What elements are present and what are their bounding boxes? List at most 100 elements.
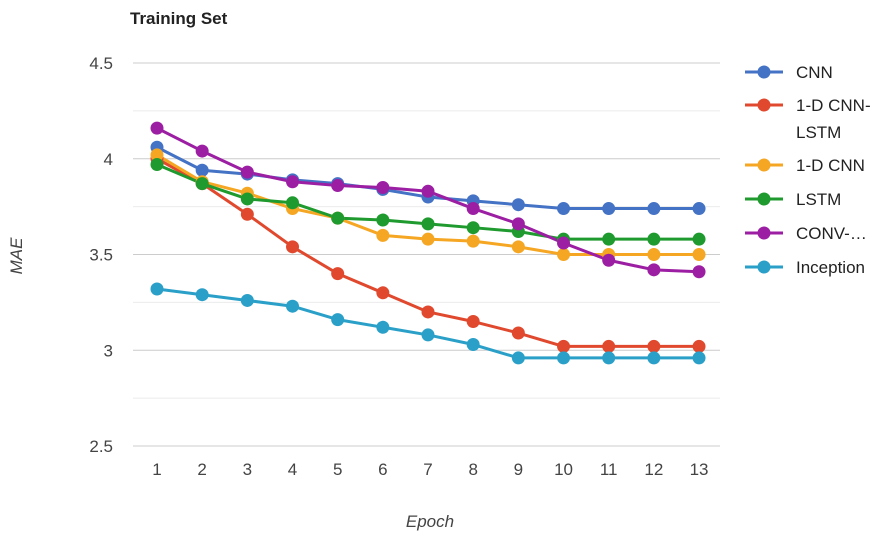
data-point <box>647 263 661 277</box>
legend-marker <box>757 226 771 240</box>
x-tick-label: 8 <box>468 460 477 479</box>
data-point <box>286 240 300 254</box>
data-point <box>150 148 164 162</box>
data-point <box>511 217 525 231</box>
data-point <box>240 165 254 179</box>
data-point <box>511 326 525 340</box>
y-tick-label: 3 <box>104 341 113 360</box>
data-point <box>557 339 571 353</box>
x-tick-label: 4 <box>288 460 297 479</box>
data-point <box>557 236 571 250</box>
data-point <box>692 265 706 279</box>
x-tick-label: 13 <box>690 460 709 479</box>
data-point <box>647 248 661 261</box>
data-point <box>240 192 254 206</box>
series-points <box>150 121 706 365</box>
gridlines <box>133 62 720 447</box>
data-point <box>331 313 345 327</box>
data-point <box>602 253 616 267</box>
data-point <box>240 293 254 307</box>
legend-label: LSTM <box>796 123 841 142</box>
data-point <box>421 305 435 319</box>
x-tick-label: 12 <box>644 460 663 479</box>
legend-label: 1-D CNN <box>796 156 865 175</box>
data-point <box>466 338 480 352</box>
data-point <box>240 207 254 221</box>
data-point <box>692 202 706 216</box>
data-point <box>466 221 480 235</box>
x-tick-label: 6 <box>378 460 387 479</box>
y-tick-label: 2.5 <box>89 437 113 456</box>
data-point <box>557 248 571 261</box>
x-tick-label: 2 <box>197 460 206 479</box>
legend: CNN 1-D CNN- LSTM 1-D CNN LSTM CONV-… Inceptio… <box>745 63 871 277</box>
data-point <box>376 320 390 334</box>
y-tick-label: 4 <box>104 150 113 169</box>
legend-label: Inception <box>796 258 865 277</box>
x-tick-label: 1 <box>152 460 161 479</box>
data-point <box>692 339 706 353</box>
data-point <box>331 267 345 281</box>
data-point <box>150 157 164 171</box>
y-tick-label: 3.5 <box>89 246 113 265</box>
data-point <box>692 351 706 365</box>
data-point <box>376 286 390 300</box>
data-point <box>647 351 661 365</box>
x-tick-label: 7 <box>423 460 432 479</box>
data-point <box>602 232 616 246</box>
data-point <box>647 232 661 246</box>
x-tick-label: 3 <box>243 460 252 479</box>
y-axis-ticks: 2.5 3 3.5 4 4.5 <box>89 54 113 456</box>
data-point <box>647 339 661 353</box>
data-point <box>692 232 706 246</box>
legend-label: CONV-… <box>796 224 867 243</box>
data-point <box>466 202 480 216</box>
chart-title: Training Set <box>130 9 228 28</box>
data-point <box>602 202 616 216</box>
y-axis-label: MAE <box>7 237 26 275</box>
data-point <box>692 248 706 261</box>
data-point <box>421 328 435 342</box>
data-point <box>195 144 209 158</box>
data-point <box>286 196 300 210</box>
legend-marker <box>757 260 771 274</box>
legend-label: 1-D CNN- <box>796 96 871 115</box>
legend-marker <box>757 98 771 112</box>
legend-marker <box>757 65 771 79</box>
data-point <box>150 121 164 135</box>
x-tick-label: 10 <box>554 460 573 479</box>
data-point <box>286 175 300 189</box>
data-point <box>511 240 525 254</box>
data-point <box>557 351 571 365</box>
x-axis-ticks: 1 2 3 4 5 6 7 8 9 10 11 12 13 <box>152 460 708 479</box>
data-point <box>557 202 571 216</box>
data-point <box>331 211 345 225</box>
data-point <box>511 351 525 365</box>
data-point <box>511 198 525 212</box>
x-axis-label: Epoch <box>406 512 454 531</box>
data-point <box>150 282 164 296</box>
data-point <box>195 163 209 177</box>
data-point <box>376 228 390 242</box>
data-point <box>286 299 300 313</box>
data-point <box>195 177 209 191</box>
data-point <box>602 339 616 353</box>
data-point <box>421 217 435 231</box>
data-point <box>195 288 209 302</box>
data-point <box>376 213 390 227</box>
data-point <box>331 179 345 193</box>
x-tick-label: 11 <box>600 460 618 479</box>
data-point <box>421 184 435 198</box>
data-point <box>376 180 390 194</box>
data-point <box>466 234 480 248</box>
data-point <box>466 315 480 329</box>
legend-marker <box>757 158 771 172</box>
y-tick-label: 4.5 <box>89 54 113 73</box>
x-tick-label: 9 <box>514 460 523 479</box>
x-tick-label: 5 <box>333 460 342 479</box>
legend-marker <box>757 192 771 206</box>
legend-label: LSTM <box>796 190 841 209</box>
data-point <box>647 202 661 216</box>
data-point <box>602 351 616 365</box>
